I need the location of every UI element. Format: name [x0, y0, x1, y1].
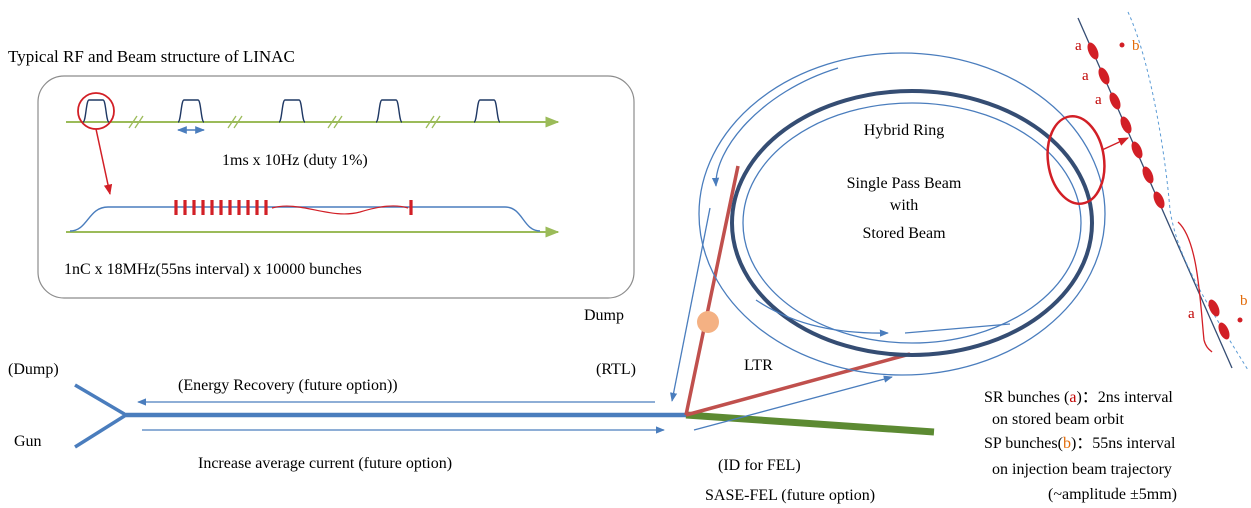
- rf-pulses: [82, 99, 501, 123]
- zoom-circle: [77, 92, 115, 130]
- inset-title: Typical RF and Beam structure of LINAC: [8, 47, 295, 66]
- zoom-label-b: b: [1240, 293, 1248, 309]
- rtl-line: [684, 165, 740, 416]
- ring-zoom-ellipse: [1046, 115, 1106, 205]
- rf-structure-inset: Typical RF and Beam structure of LINAC 1…: [8, 47, 635, 299]
- rf-pulse: [278, 99, 306, 123]
- sr-bunch: [1109, 92, 1121, 110]
- sr-bunch: [1218, 322, 1230, 340]
- sp-legend-line3: (~amplitude ±5mm): [1048, 486, 1177, 503]
- increase-current-label: Increase average current (future option): [198, 455, 452, 472]
- inset-frame: [37, 75, 635, 299]
- pulse-spec-label: 1ms x 10Hz (duty 1%): [222, 152, 368, 169]
- outer-orbit-arc: [698, 52, 1106, 376]
- gun-branch: [74, 413, 127, 449]
- ring-line1: Single Pass Beam: [847, 175, 962, 192]
- sr-bunch: [1120, 116, 1132, 134]
- rf-pulse: [473, 99, 501, 123]
- sr-bunch: [1153, 191, 1165, 209]
- fel-line: [685, 411, 935, 436]
- bunch-train: [174, 200, 413, 215]
- dump-top-label: Dump: [584, 307, 624, 324]
- sr-bunch: [1208, 299, 1220, 317]
- dump-point: [697, 311, 719, 333]
- sr-bunch: [1087, 42, 1099, 60]
- axis-break-marks: [128, 115, 441, 129]
- sp-legend-line1: SP bunches(b)：55ns interval: [984, 435, 1176, 452]
- rf-pulse: [177, 99, 205, 123]
- id-fel-label: (ID for FEL): [718, 457, 801, 474]
- sr-bunch: [1131, 141, 1143, 159]
- ltr-line: [685, 352, 911, 417]
- injection-arrow: [693, 375, 893, 431]
- ring-title: Hybrid Ring: [864, 122, 944, 139]
- hybrid-ring: Hybrid Ring Single Pass Beam with Stored…: [698, 52, 1129, 376]
- bunch-gap-wave: [271, 205, 409, 215]
- circulation-arrow-bottom: [755, 299, 889, 337]
- sp-bunch-dot: [1237, 317, 1243, 323]
- sr-legend-line1: SR bunches (a)：2ns interval: [984, 389, 1173, 406]
- ring-zoom-arrow: [1101, 137, 1129, 151]
- energy-recovery-label: (Energy Recovery (future option)): [178, 377, 398, 394]
- gun-label: Gun: [14, 433, 42, 450]
- sr-bunches: [1087, 42, 1230, 340]
- sr-bunch: [1098, 67, 1110, 85]
- sp-bunch-oscillation: [1177, 221, 1213, 353]
- sp-bunch-dot: [1119, 42, 1125, 48]
- bunch-legend: SR bunches (a)：2ns interval on stored be…: [984, 389, 1177, 503]
- zoom-label-a: a: [1075, 38, 1082, 54]
- zoom-label-a: a: [1082, 68, 1089, 84]
- zoom-label-b: b: [1132, 38, 1140, 54]
- bunch-zoom-view: a b a a a b: [1075, 11, 1249, 371]
- zoom-label-a: a: [1095, 92, 1102, 108]
- linac-section: (Dump) Gun (Energy Recovery (future opti…: [8, 307, 686, 472]
- rf-pulse: [82, 99, 110, 123]
- sr-bunch: [1142, 166, 1154, 184]
- ltr-label: LTR: [744, 357, 773, 374]
- macro-pulse-envelope: [69, 206, 541, 232]
- zoom-label-a: a: [1188, 306, 1195, 322]
- rf-pulse: [375, 99, 403, 123]
- bunch-spec-label: 1nC x 18MHz(55ns interval) x 10000 bunch…: [64, 261, 362, 278]
- sr-legend-line2: on stored beam orbit: [992, 411, 1125, 428]
- ring-internal-arc: [904, 323, 1011, 334]
- sase-fel-label: SASE-FEL (future option): [705, 487, 875, 504]
- dump-left-label: (Dump): [8, 361, 59, 378]
- sp-legend-line2: on injection beam trajectory: [992, 461, 1172, 478]
- dump-arrow: [670, 207, 711, 402]
- inner-orbit: [742, 102, 1082, 344]
- stored-beam-ring: [730, 89, 1094, 357]
- ring-line3: Stored Beam: [862, 225, 946, 242]
- transport-lines: LTR (ID for FEL) SASE-FEL (future option…: [670, 165, 935, 504]
- dump-branch: [74, 383, 127, 417]
- circulation-arrow-left: [711, 67, 839, 187]
- zoom-arrow: [95, 128, 113, 196]
- ring-line2: with: [890, 197, 918, 214]
- rtl-label: (RTL): [596, 361, 636, 378]
